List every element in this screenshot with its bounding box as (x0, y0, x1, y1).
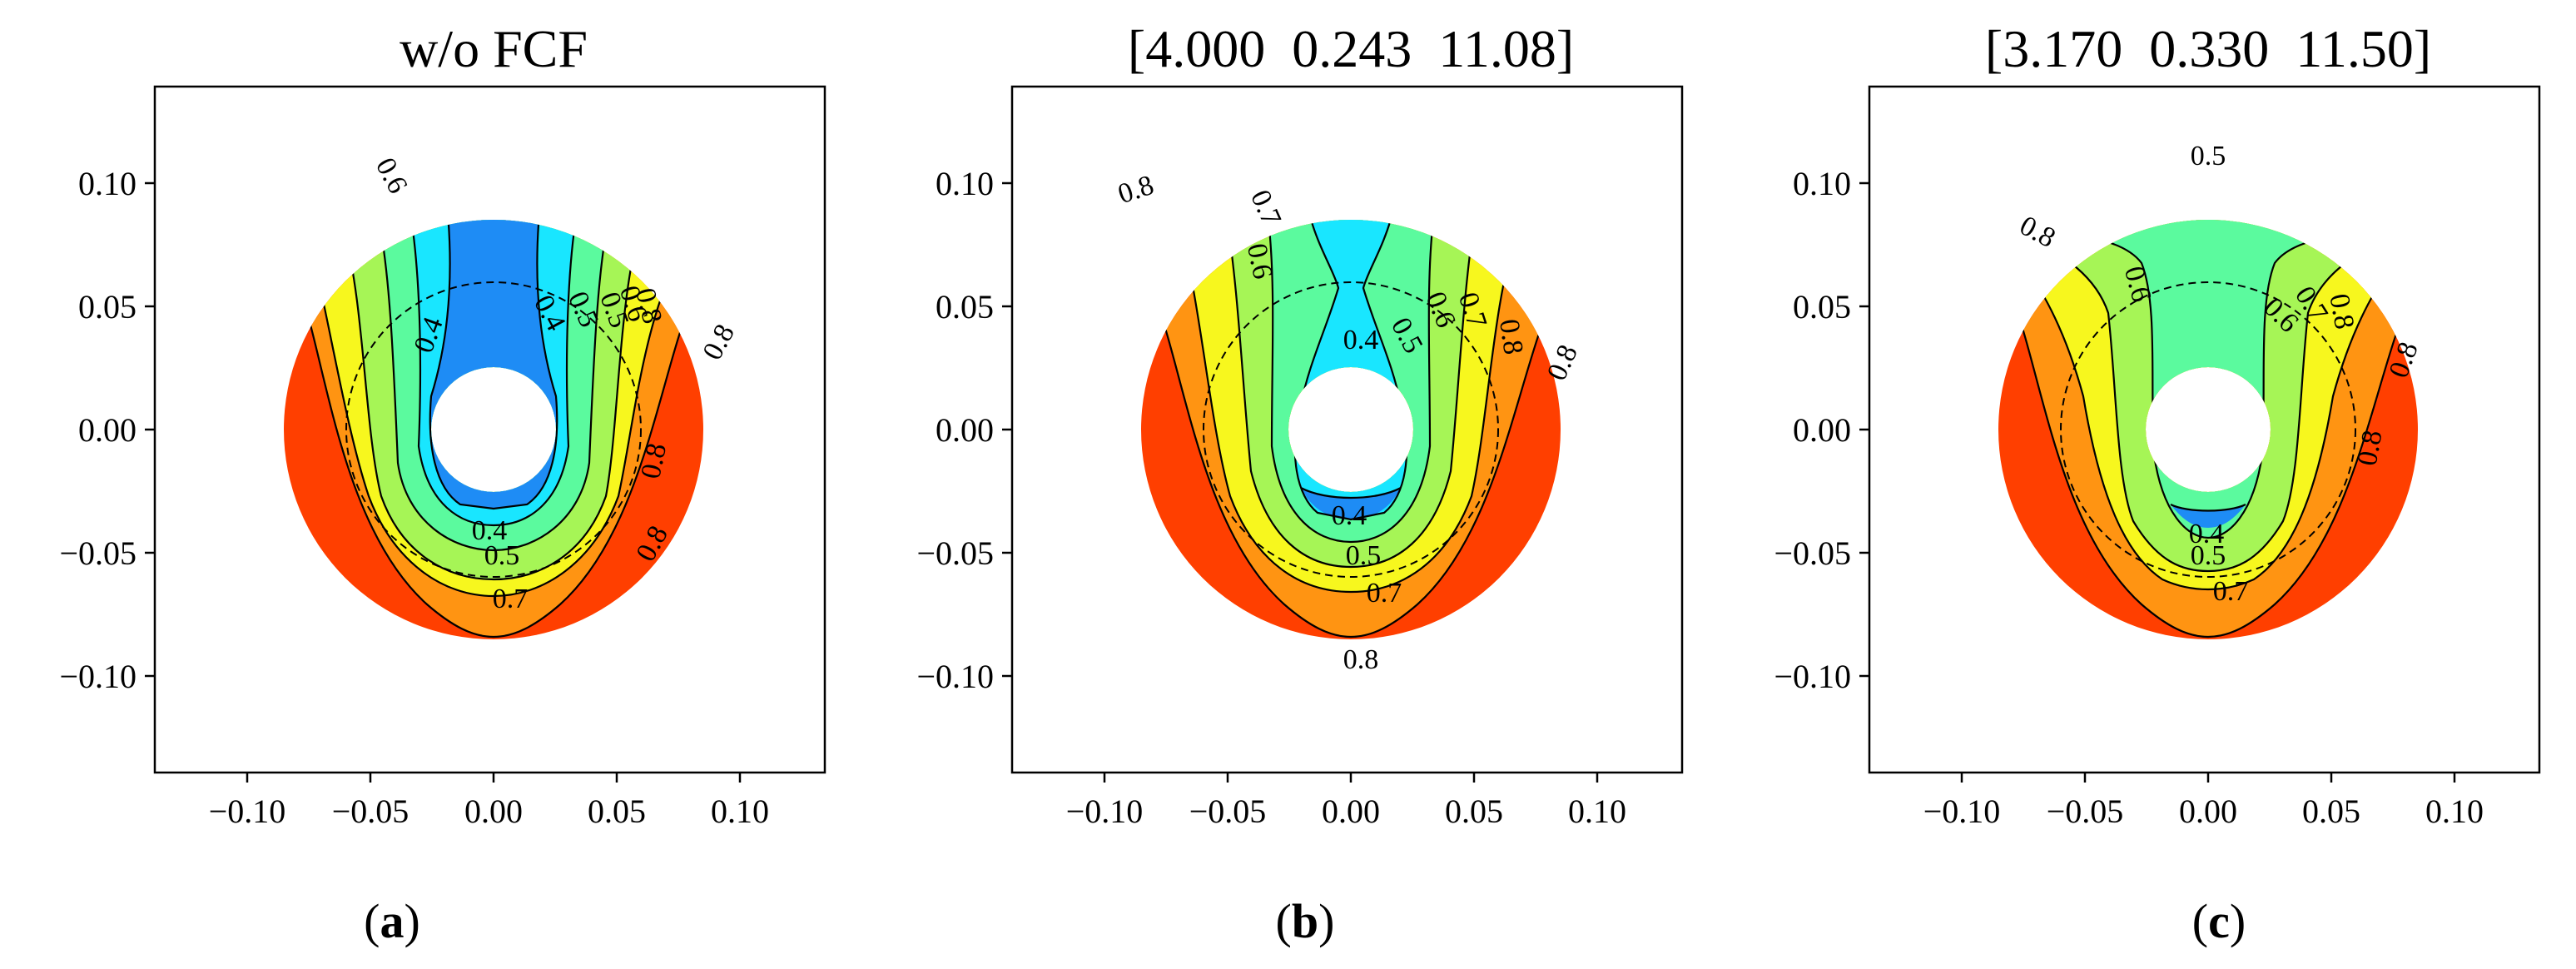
panel-c-frame (1868, 85, 2541, 774)
panel-c-y-axis: 0.10 0.05 0.00 −0.05 −0.10 (1774, 165, 1869, 695)
panel-b-isoline-5 (1293, 220, 1408, 521)
panel-a-caption: (a) (364, 894, 420, 948)
panel-b-contour-label-8: 0.8 (1493, 317, 1529, 356)
y-tick-label: 0.05 (936, 288, 994, 325)
y-tick-label: 0.00 (78, 411, 136, 449)
y-tick-label: −0.10 (1774, 658, 1851, 695)
y-tick-label: 0.00 (936, 411, 994, 449)
panel-b-contour-label-2: 0.7 (1244, 186, 1287, 231)
panel-a: w/o FCF 0.6 0.4 0.4 (59, 19, 826, 948)
panel-c-isoline-5 (2170, 504, 2246, 512)
panel-a-contour-label-8: 0.8 (697, 320, 741, 365)
panel-a-frame (153, 85, 826, 774)
panel-b-isoline-6 (1300, 487, 1402, 499)
panel-a-x-axis: −0.10 −0.05 0.00 0.05 0.10 (209, 773, 769, 830)
y-tick-label: 0.10 (78, 165, 136, 202)
panel-b-isoline-1 (1153, 291, 1556, 638)
y-tick-label: −0.10 (916, 658, 994, 695)
y-tick-label: −0.05 (916, 534, 994, 572)
panel-c-contour-label-8: 0.8 (2352, 428, 2389, 468)
x-tick-label: 0.05 (1445, 793, 1503, 830)
panel-b-isoline-4 (1266, 220, 1436, 544)
panel-a-y-axis: 0.10 0.05 0.00 −0.05 −0.10 (59, 165, 155, 695)
panel-b-x-axis: −0.10 −0.05 0.00 0.05 0.10 (1066, 773, 1626, 830)
panel-b-isoline-3 (1224, 220, 1477, 569)
x-tick-label: 0.10 (2425, 793, 2484, 830)
y-tick-label: 0.05 (78, 288, 136, 325)
panel-c-dashed-reference-circle (2060, 281, 2356, 578)
panel-c-contour-label-10: 0.5 (2191, 540, 2226, 571)
panel-c-contour-labels: 0.5 0.8 0.6 0.6 0.7 0.8 0.8 0.8 0.4 0.5 … (2014, 141, 2424, 607)
panel-b-caption-letter: b (1292, 894, 1318, 948)
y-tick-label: 0.10 (936, 165, 994, 202)
panel-c: [3.170 0.330 11.50] 0.5 0.8 0.6 (1774, 19, 2541, 948)
y-tick-label: 0.10 (1793, 165, 1851, 202)
panel-a-contour-field (284, 220, 703, 639)
x-tick-label: 0.05 (588, 793, 646, 830)
panel-a-contour-label-13: 0.7 (493, 584, 529, 614)
panel-a-isoline-3 (342, 229, 641, 581)
panel-b-band-blue (1301, 488, 1401, 519)
panel-a-title: w/o FCF (400, 19, 588, 78)
panel-b-contour-label-1: 0.8 (1114, 170, 1158, 210)
panel-c-contour-label-2: 0.8 (2014, 210, 2060, 254)
panel-a-contour-label-11: 0.4 (472, 515, 508, 546)
panel-a-contour-labels: 0.6 0.4 0.4 0.5 0.5 0.6 0.8 0.8 0.8 0.8 … (370, 153, 741, 614)
panel-b-contour-label-11: 0.5 (1346, 540, 1382, 571)
panel-b: [4.000 0.243 11.08] 0.8 0.7 (916, 19, 1684, 948)
panel-a-caption-letter: a (380, 894, 405, 948)
y-tick-label: −0.10 (59, 658, 136, 695)
panel-c-isoline-2 (1998, 225, 2418, 591)
panel-a-isoline-1 (300, 296, 695, 638)
x-tick-label: 0.00 (464, 793, 523, 830)
y-tick-label: −0.05 (1774, 534, 1851, 572)
panel-a-isoline-6 (429, 220, 558, 510)
panel-a-contour-label-9: 0.8 (635, 440, 673, 481)
panel-c-title: [3.170 0.330 11.50] (1985, 19, 2431, 78)
y-tick-label: −0.05 (59, 534, 136, 572)
panel-c-contour-label-1: 0.5 (2191, 141, 2226, 171)
x-tick-label: −0.05 (2047, 793, 2124, 830)
panel-b-contour-label-3: 0.6 (1241, 241, 1278, 281)
x-tick-label: −0.05 (1189, 793, 1267, 830)
panel-c-isoline-4 (1998, 228, 2418, 539)
x-tick-label: 0.05 (2302, 793, 2360, 830)
panel-b-contour-label-12: 0.7 (1367, 578, 1402, 609)
panel-b-contour-field (1141, 220, 1561, 639)
x-tick-label: 0.00 (2179, 793, 2237, 830)
panel-b-dashed-reference-circle (1203, 281, 1499, 578)
panel-a-isoline-5 (409, 220, 578, 527)
panel-b-caption: (b) (1276, 894, 1335, 948)
x-tick-label: 0.00 (1322, 793, 1380, 830)
panel-b-isoline-2 (1179, 229, 1519, 594)
y-tick-label: 0.00 (1793, 411, 1851, 449)
x-tick-label: −0.05 (332, 793, 409, 830)
panel-b-contour-label-10: 0.4 (1332, 500, 1367, 531)
x-tick-label: −0.10 (1066, 793, 1144, 830)
x-tick-label: −0.10 (209, 793, 286, 830)
x-tick-label: 0.10 (711, 793, 769, 830)
y-tick-label: 0.05 (1793, 288, 1851, 325)
panel-c-contour-label-9: 0.4 (2189, 519, 2225, 549)
panel-b-title: [4.000 0.243 11.08] (1128, 19, 1574, 78)
panel-a-contour-label-12: 0.5 (484, 540, 520, 571)
panel-c-caption-letter: c (2208, 894, 2230, 948)
panel-a-isoline-4 (375, 220, 612, 552)
x-tick-label: −0.10 (1923, 793, 2001, 830)
panel-c-contour-label-11: 0.7 (2213, 576, 2249, 607)
panel-a-dashed-reference-circle (345, 281, 642, 578)
panel-b-contour-label-4: 0.4 (1343, 325, 1379, 355)
panel-c-caption: (c) (2192, 894, 2246, 948)
x-tick-label: 0.10 (1568, 793, 1626, 830)
panel-c-isoline-1 (2010, 291, 2414, 638)
panel-b-y-axis: 0.10 0.05 0.00 −0.05 −0.10 (916, 165, 1012, 695)
panel-a-contour-label-1: 0.6 (370, 153, 414, 199)
panel-c-isoline-3 (1998, 220, 2418, 573)
panel-c-contour-label-6: 0.8 (2323, 291, 2360, 331)
panel-c-x-axis: −0.10 −0.05 0.00 0.05 0.10 (1923, 773, 2484, 830)
panel-b-contour-label-13: 0.8 (1343, 644, 1379, 675)
